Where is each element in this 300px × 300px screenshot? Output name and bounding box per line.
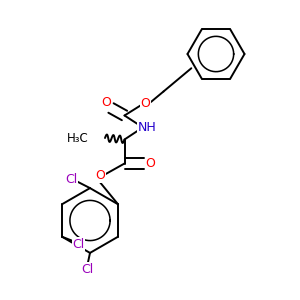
Text: O: O: [96, 169, 105, 182]
Text: H₃C: H₃C: [67, 131, 88, 145]
Text: Cl: Cl: [65, 172, 77, 186]
Text: NH: NH: [138, 121, 156, 134]
Text: O: O: [102, 96, 111, 110]
Text: O: O: [146, 157, 155, 170]
Text: O: O: [141, 97, 150, 110]
Text: Cl: Cl: [73, 238, 85, 251]
Text: Cl: Cl: [81, 263, 93, 276]
